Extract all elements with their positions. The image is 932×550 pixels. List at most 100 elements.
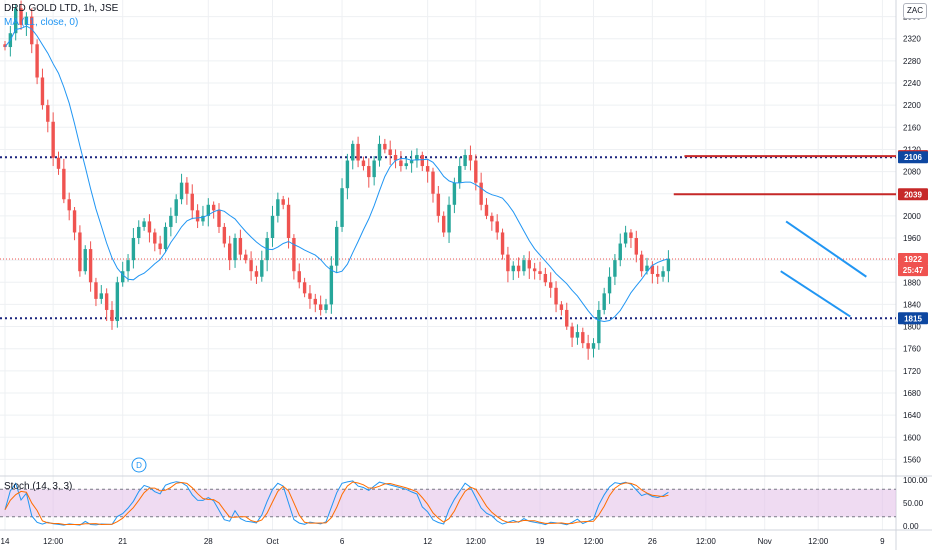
price-axis-label: 1960 <box>903 234 921 243</box>
candle-body <box>329 265 334 305</box>
candle-body <box>345 160 350 189</box>
time-axis-label: 12:00 <box>808 537 829 546</box>
ma-line <box>4 25 669 323</box>
candle-body <box>581 332 585 344</box>
price-axis-label: 1880 <box>903 278 921 287</box>
candle-body <box>3 44 7 48</box>
candle-body <box>404 163 408 167</box>
candle-body <box>650 265 655 274</box>
stoch-axis-label: 100.00 <box>903 476 928 485</box>
candle-body <box>276 199 280 216</box>
candle-body <box>575 332 580 338</box>
candle-body <box>24 16 29 25</box>
candle-body <box>383 143 387 150</box>
price-axis-label: 1840 <box>903 300 921 309</box>
price-tag-timer <box>898 264 928 277</box>
stoch-d-line <box>4 481 669 526</box>
candle-body <box>666 259 671 272</box>
candle-body <box>88 249 93 283</box>
candle-body <box>281 199 285 205</box>
candle-body <box>538 271 542 274</box>
candle-body <box>629 232 633 238</box>
candle-body <box>126 260 130 272</box>
ma-indicator-label: MA (11, close, 0) <box>4 17 79 28</box>
price-axis-label: 2240 <box>903 79 921 88</box>
candle-body <box>110 309 114 322</box>
candle-body <box>415 154 419 161</box>
candle-body <box>623 232 628 244</box>
candle-body <box>46 105 50 122</box>
candle-body <box>425 166 430 172</box>
candle-body <box>549 282 553 288</box>
candle-body <box>356 143 360 161</box>
candle-body <box>318 304 323 310</box>
price-tag-label: 1815 <box>904 314 922 323</box>
candle-body <box>511 265 515 272</box>
candle-body <box>104 293 109 310</box>
candle-body <box>83 249 87 272</box>
stoch-axis-label: 0.00 <box>903 522 919 531</box>
candle-body <box>78 232 82 272</box>
candle-body <box>67 199 71 211</box>
candle-body <box>597 309 601 344</box>
candle-body <box>228 243 232 261</box>
scale-currency-button[interactable]: ZAC <box>903 3 927 19</box>
candle-body <box>94 282 98 299</box>
candle-body <box>270 215 275 238</box>
candle-body <box>565 309 569 327</box>
candle-body <box>495 221 499 233</box>
price-axis-label: 1760 <box>903 345 921 354</box>
candle-body <box>72 210 77 233</box>
candle-body <box>474 160 478 183</box>
time-axis-label: Oct <box>266 537 279 546</box>
candle-body <box>559 304 564 310</box>
candle-body <box>479 182 483 205</box>
channel-trendline <box>780 270 851 318</box>
candle-body <box>527 260 531 269</box>
candle-body <box>174 199 178 216</box>
time-axis-label: 21 <box>118 537 127 546</box>
price-axis-label: 1640 <box>903 411 921 420</box>
time-axis-label: 12 <box>423 537 432 546</box>
price-axis-label: 1800 <box>903 323 921 332</box>
price-tag-label: 2106 <box>904 153 922 162</box>
candle-body <box>436 193 441 216</box>
candle-body <box>431 171 435 194</box>
candle-body <box>56 157 61 169</box>
candle-body <box>121 271 125 283</box>
stoch-indicator-label: Stoch (14, 3, 3) <box>4 481 73 492</box>
candle-body <box>452 182 457 205</box>
candle-body <box>286 204 291 238</box>
candle-body <box>217 210 221 227</box>
candle-body <box>372 160 376 178</box>
candle-body <box>634 238 638 255</box>
price-axis-label: 2080 <box>903 168 921 177</box>
candle-body <box>543 273 548 283</box>
candle-body <box>153 232 157 244</box>
candle-body <box>367 166 371 178</box>
candle-body <box>142 221 146 227</box>
time-axis-label: 12:00 <box>466 537 487 546</box>
candle-body <box>254 271 259 277</box>
dividend-marker-label: D <box>136 461 142 470</box>
time-axis-label: 28 <box>204 537 213 546</box>
candle-body <box>19 8 23 25</box>
candle-body <box>137 226 141 238</box>
candle-body <box>163 226 168 250</box>
candle-body <box>115 282 120 322</box>
candle-body <box>532 268 537 272</box>
channel-trendline <box>785 220 867 278</box>
price-axis-label: 2200 <box>903 101 921 110</box>
price-tag-blue <box>898 151 928 164</box>
candle-body <box>645 265 649 272</box>
candle-body <box>302 282 307 294</box>
candle-body <box>190 193 194 211</box>
candle-body <box>158 243 162 250</box>
candle-body <box>409 160 414 164</box>
candle-body <box>292 238 296 272</box>
candle-body <box>500 232 505 255</box>
price-axis-label: 1600 <box>903 433 921 442</box>
candle-body <box>506 254 510 272</box>
price-tag-label: 2039 <box>904 190 922 199</box>
